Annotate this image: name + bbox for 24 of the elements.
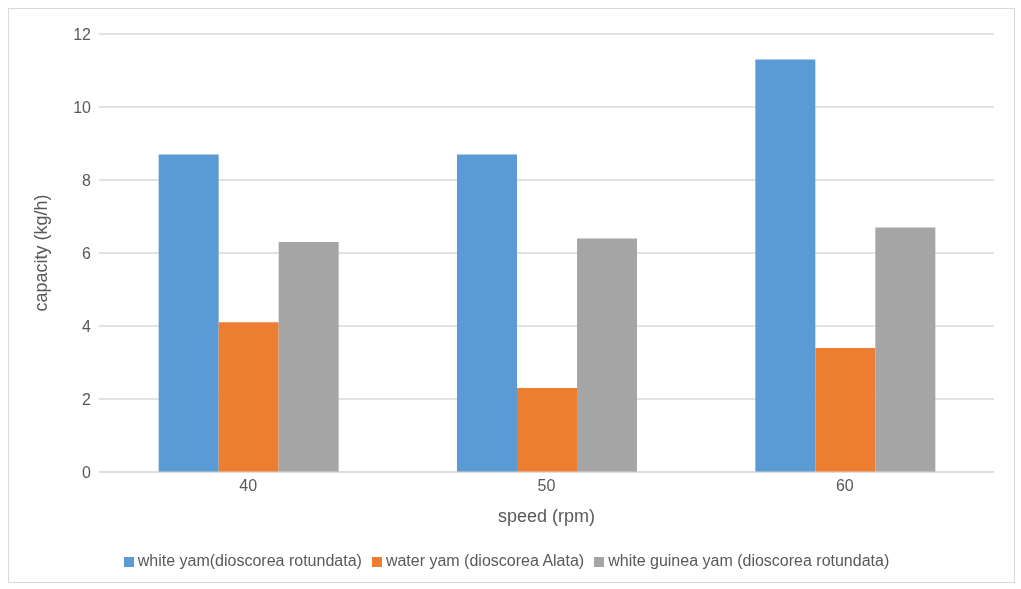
y-tick-label: 2 — [82, 390, 92, 408]
bar — [755, 59, 816, 472]
y-tick-label: 8 — [82, 171, 92, 189]
x-tick-label: 60 — [835, 477, 854, 495]
bar — [577, 238, 637, 472]
bar — [278, 242, 339, 472]
legend-label: white guinea yam (dioscorea rotundata) — [608, 552, 890, 569]
y-tick-label: 6 — [82, 244, 92, 262]
y-tick-label: 4 — [82, 317, 92, 335]
x-tick-label: 40 — [239, 477, 258, 495]
bar — [875, 227, 936, 472]
y-axis-title: capacity (kg/h) — [31, 194, 52, 312]
bar — [815, 347, 876, 472]
x-tick-label: 50 — [537, 477, 556, 495]
legend-label: water yam (dioscorea Alata) — [385, 552, 585, 569]
y-tick-label: 10 — [73, 98, 92, 116]
y-tick-label: 12 — [73, 25, 92, 43]
bar — [158, 154, 219, 472]
x-axis-title: speed (rpm) — [497, 506, 596, 526]
y-tick-label: 0 — [82, 463, 92, 481]
bar — [457, 154, 517, 472]
bar — [218, 322, 279, 472]
bar — [517, 388, 577, 472]
legend-label: white yam(dioscorea rotundata) — [137, 552, 362, 569]
